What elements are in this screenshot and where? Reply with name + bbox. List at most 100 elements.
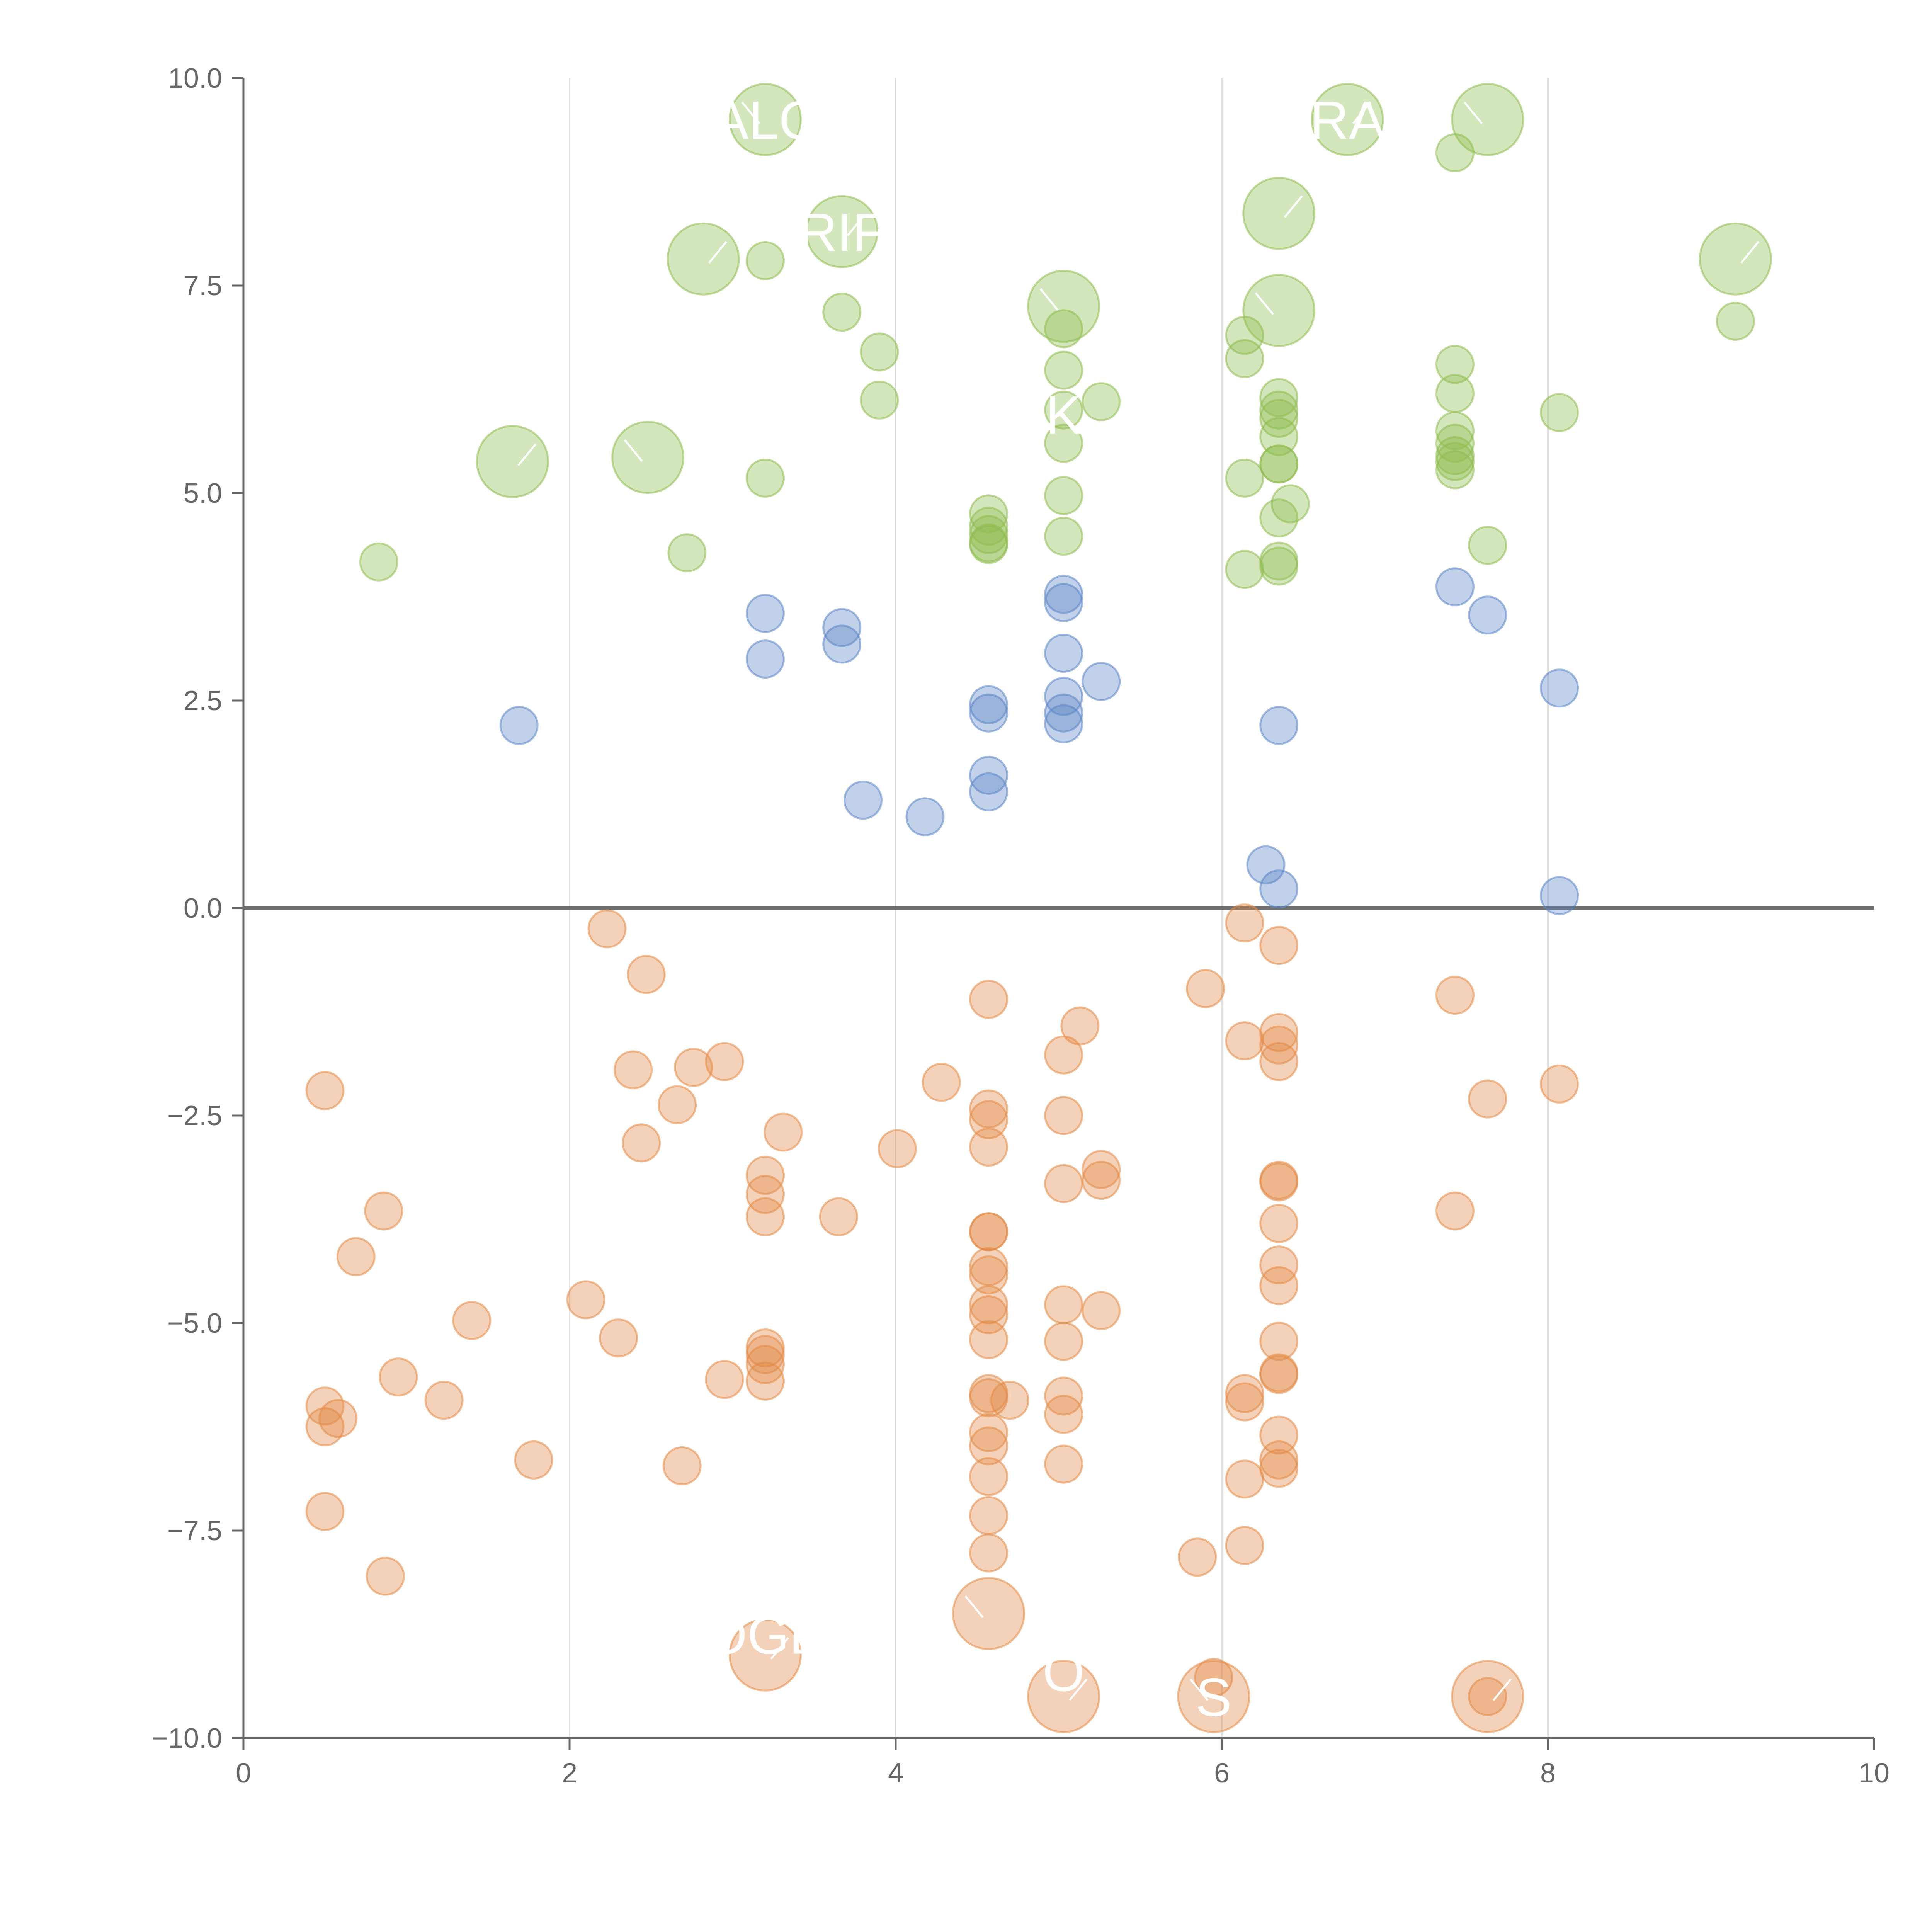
orange-data-point: [1178, 1537, 1217, 1577]
blue-data-point: [1082, 662, 1121, 701]
orange-data-point: [1044, 1285, 1083, 1325]
blue-data-point: [1044, 575, 1083, 614]
y-tick-label: −7.5: [167, 1515, 222, 1546]
orange-data-point: [922, 1063, 961, 1102]
green-data-point: [1259, 444, 1299, 484]
orange-data-point: [1044, 1444, 1083, 1484]
annotation-leader-line: [1463, 101, 1483, 124]
green-data-point: [1468, 526, 1507, 565]
green-data-point: [1044, 390, 1083, 430]
orange-data-point: [1259, 1355, 1299, 1394]
blue-data-point: [1468, 595, 1507, 635]
orange-data-point: [969, 1378, 1009, 1417]
green-data-point: [745, 241, 785, 281]
orange-data-point: [878, 1129, 917, 1168]
orange-data-point: [1468, 1677, 1507, 1716]
orange-data-point: [452, 1301, 492, 1340]
green-data-point: [1259, 417, 1299, 456]
green-data-point: [1270, 484, 1310, 524]
axis-layer: 0 2 4 6 8 10 10.0 7.5 5.0 2.5 0.0 −2.5 −5.0 −7.5 −10.0: [152, 63, 1889, 1789]
orange-data-point: [705, 1360, 744, 1399]
annotation-label: K: [1046, 384, 1082, 445]
blue-data-point: [745, 639, 785, 679]
orange-data-point: [819, 1197, 858, 1236]
orange-data-point: [662, 1446, 702, 1485]
orange-data-point: [1225, 1459, 1264, 1499]
green-highlight-point: [1027, 270, 1100, 343]
orange-data-point: [969, 1320, 1009, 1359]
orange-data-point: [1435, 1191, 1475, 1231]
green-data-point: [969, 525, 1009, 564]
orange-data-point: [1186, 969, 1225, 1008]
y-tick-label: 2.5: [184, 685, 222, 716]
annotation-leader-line: [1740, 241, 1760, 264]
orange-data-point: [364, 1191, 403, 1231]
y-tick-label: −2.5: [167, 1100, 222, 1131]
orange-data-point: [1225, 1374, 1264, 1413]
orange-data-point: [566, 1280, 605, 1320]
green-data-point: [1435, 374, 1475, 413]
green-data-point: [1044, 309, 1083, 349]
green-highlight-point: [728, 83, 802, 156]
x-tick-label: 8: [1540, 1758, 1556, 1789]
y-tick-label: −5.0: [167, 1308, 222, 1339]
orange-data-point: [1060, 1006, 1100, 1046]
blue-data-point: [1540, 876, 1579, 915]
orange-highlight-point: [1451, 1660, 1524, 1733]
points-layer: [305, 83, 1772, 1733]
annotation-label: S: [1196, 1667, 1231, 1728]
y-tick-label: 5.0: [184, 478, 222, 509]
orange-data-point: [969, 1255, 1009, 1294]
green-data-point: [1435, 450, 1475, 490]
x-tick-label: 6: [1214, 1758, 1230, 1789]
annotation-label: OGE: [705, 1605, 825, 1665]
green-highlight-point: [476, 425, 549, 498]
annotation-label: RIF: [798, 202, 886, 262]
orange-data-point: [658, 1085, 697, 1124]
orange-data-point: [622, 1123, 661, 1163]
green-data-point: [1225, 550, 1264, 589]
orange-data-point: [969, 1212, 1009, 1252]
orange-data-point: [1259, 1266, 1299, 1305]
green-highlight-point: [1451, 83, 1524, 156]
blue-data-point: [969, 755, 1009, 795]
orange-data-point: [305, 1492, 345, 1531]
orange-data-point: [1259, 1204, 1299, 1243]
x-tick-label: 10: [1859, 1758, 1889, 1789]
orange-highlight-point: [728, 1618, 802, 1692]
green-data-point: [1716, 301, 1755, 341]
blue-data-point: [499, 706, 539, 745]
annotation-leader-line: [1039, 288, 1059, 311]
orange-data-point: [1259, 1321, 1299, 1361]
orange-data-point: [990, 1381, 1029, 1420]
green-data-point: [1044, 423, 1083, 463]
green-data-point: [1259, 390, 1299, 430]
annotation-layer: ALC RA RIF K OGE O S: [517, 90, 1760, 1728]
orange-highlight-point: [952, 1577, 1026, 1650]
green-highlight-point: [1699, 222, 1772, 296]
orange-data-point: [1540, 1064, 1579, 1104]
annotation-leader-line: [770, 1637, 789, 1660]
green-data-point: [667, 533, 707, 573]
green-data-point: [1082, 382, 1121, 422]
y-tick-label: 0.0: [184, 893, 222, 924]
blue-data-point: [1435, 567, 1475, 607]
orange-data-point: [1044, 1164, 1083, 1203]
green-data-point: [1044, 476, 1083, 515]
orange-data-point: [1044, 1096, 1083, 1135]
orange-data-point: [336, 1237, 376, 1276]
annotation-leader-line: [1068, 1679, 1088, 1701]
orange-data-point: [1259, 1440, 1299, 1480]
orange-data-point: [1259, 1245, 1299, 1285]
orange-data-point: [1259, 1042, 1299, 1081]
annotation-leader-line: [1284, 195, 1303, 218]
orange-data-point: [969, 1285, 1009, 1325]
orange-data-point: [1435, 976, 1475, 1015]
y-tick-label: −10.0: [152, 1723, 222, 1754]
blue-data-point: [969, 685, 1009, 724]
green-data-point: [822, 293, 862, 332]
y-tick-label: 10.0: [168, 63, 222, 94]
blue-data-point: [1044, 677, 1083, 716]
orange-data-point: [1225, 1382, 1264, 1422]
orange-data-point: [745, 1335, 785, 1374]
